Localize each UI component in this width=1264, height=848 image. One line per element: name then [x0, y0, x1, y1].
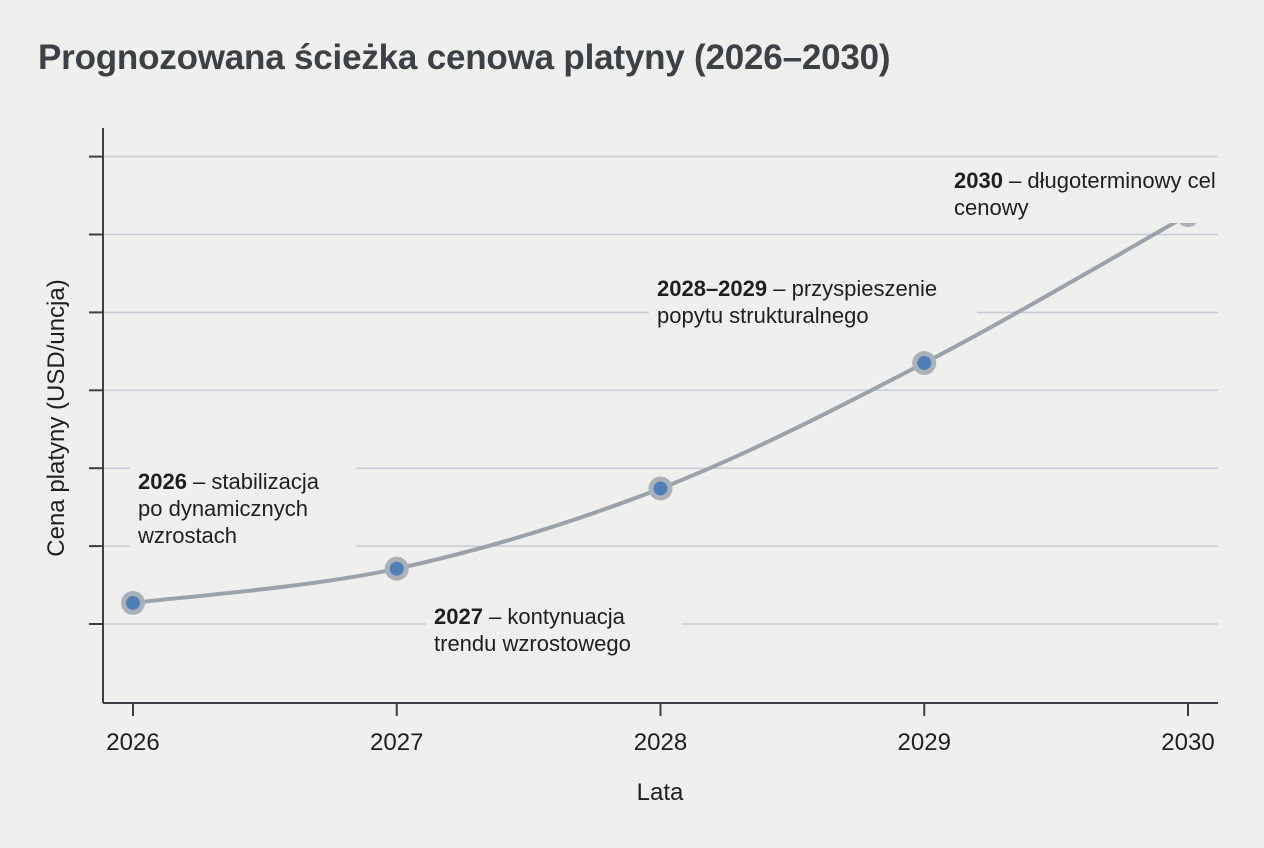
x-tick-label: 2028	[634, 729, 687, 756]
data-point	[653, 481, 668, 496]
data-point	[126, 595, 140, 610]
x-tick-label: 2026	[106, 729, 159, 756]
annotation-2028-2029: 2028–2029 – przyspieszenie popytu strukt…	[649, 273, 977, 331]
x-tick-label: 2027	[370, 729, 423, 756]
chart-title: Prognozowana ścieżka cenowa platyny (202…	[38, 38, 891, 77]
annotation-2027: 2027 – kontynuacja trendu wzrostowego	[426, 601, 682, 659]
x-tick-label: 2029	[898, 729, 951, 756]
gridlines	[103, 155, 1218, 625]
x-axis-title: Lata	[637, 779, 684, 806]
data-point	[389, 561, 404, 576]
annotation-2026-year: 2026	[138, 469, 187, 494]
y-axis-ticks	[89, 155, 103, 625]
annotation-2028-2029-text: – przyspieszenie popytu strukturalnego	[657, 276, 938, 328]
data-points	[121, 203, 1200, 615]
annotation-2030: 2030 – długoterminowy cel cenowy	[946, 165, 1224, 223]
y-axis-title: Cena platyny (USD/uncja)	[43, 279, 70, 556]
data-point	[917, 356, 932, 371]
annotation-2026: 2026 – stabilizacja po dynamicznych wzro…	[130, 466, 356, 551]
x-tick-label: 2030	[1161, 729, 1214, 756]
annotation-2030-year: 2030	[954, 168, 1003, 193]
annotation-2026-text: – stabilizacja po dynamicznych wzrostach	[138, 469, 320, 548]
x-axis-ticks: 2026 2027 2028 2029 2030	[106, 703, 1215, 756]
annotation-2027-text: – kontynuacja trendu wzrostowego	[434, 604, 631, 656]
annotation-2030-text: – długoterminowy cel cenowy	[954, 168, 1216, 220]
annotation-2027-year: 2027	[434, 604, 483, 629]
annotation-2028-2029-years: 2028–2029	[657, 276, 768, 301]
